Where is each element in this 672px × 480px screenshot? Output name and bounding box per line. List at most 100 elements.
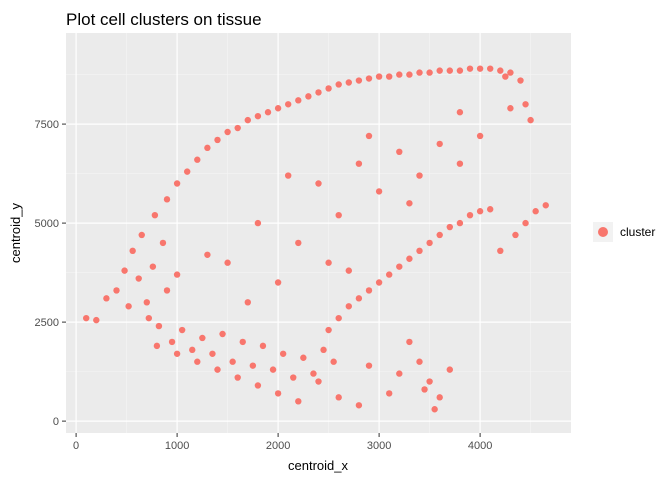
data-point: [254, 219, 262, 227]
data-point: [151, 211, 159, 219]
data-point: [269, 366, 277, 373]
data-point: [325, 259, 332, 266]
x-tick-label: 2000: [266, 440, 290, 452]
data-point: [194, 358, 201, 365]
data-point: [365, 362, 373, 369]
data-point: [446, 366, 453, 373]
data-point: [125, 303, 132, 310]
data-point: [345, 303, 352, 310]
data-point: [532, 208, 539, 215]
data-point: [330, 358, 337, 365]
data-point: [163, 287, 171, 294]
x-tick-label: 4000: [468, 440, 492, 452]
data-point: [416, 69, 423, 76]
data-point: [456, 219, 464, 227]
x-tick-label: 0: [73, 440, 79, 452]
data-point: [295, 97, 302, 104]
data-point: [274, 390, 282, 397]
legend: cluster: [593, 222, 655, 242]
data-point: [254, 382, 262, 389]
data-point: [244, 116, 251, 124]
data-point: [497, 67, 504, 74]
data-point: [103, 295, 110, 302]
data-point: [83, 314, 90, 322]
data-point: [426, 69, 433, 76]
data-point: [436, 231, 443, 239]
data-point: [315, 89, 322, 96]
data-point: [204, 144, 211, 152]
data-point: [396, 148, 403, 156]
data-point: [416, 172, 423, 179]
data-point: [375, 73, 383, 80]
data-point: [345, 267, 352, 274]
data-point: [325, 85, 332, 92]
data-point: [224, 259, 231, 266]
data-point: [189, 346, 196, 354]
data-point: [305, 93, 312, 100]
data-point: [431, 406, 438, 413]
data-point: [234, 374, 241, 381]
data-point: [527, 116, 534, 124]
data-point: [335, 211, 342, 219]
data-point: [249, 362, 257, 369]
data-point: [355, 295, 363, 302]
data-point: [295, 398, 302, 405]
data-point: [416, 247, 423, 255]
chart-title: Plot cell clusters on tissue: [66, 10, 262, 29]
data-point: [199, 334, 206, 342]
data-point: [295, 239, 302, 247]
data-point: [355, 402, 363, 409]
data-point: [335, 394, 342, 401]
data-point: [345, 79, 352, 86]
data-point: [135, 275, 142, 282]
data-point: [406, 338, 413, 346]
data-point: [254, 112, 262, 120]
data-point: [476, 132, 484, 140]
plot-panel: [66, 33, 571, 433]
y-tick-label: 5000: [35, 218, 59, 230]
data-point: [396, 370, 403, 377]
data-point: [285, 172, 292, 179]
data-point: [149, 263, 157, 270]
data-point: [522, 101, 529, 108]
data-point: [386, 390, 393, 397]
data-point: [406, 200, 413, 207]
data-point: [476, 208, 484, 215]
data-point: [426, 239, 433, 247]
data-point: [244, 299, 251, 306]
data-point: [436, 67, 443, 74]
data-point: [355, 160, 363, 167]
data-point: [184, 168, 191, 175]
data-point: [279, 350, 287, 357]
data-point: [476, 65, 484, 72]
y-tick-label: 0: [53, 416, 59, 428]
data-point: [315, 180, 322, 187]
data-point: [365, 287, 373, 294]
data-point: [285, 101, 292, 108]
data-point: [507, 69, 514, 76]
y-tick-label: 7500: [35, 119, 59, 131]
data-point: [320, 346, 327, 354]
data-point: [229, 358, 236, 365]
x-axis-title: centroid_x: [288, 458, 348, 473]
data-point: [173, 350, 181, 357]
data-point: [487, 206, 494, 213]
legend-key-symbol: [598, 227, 608, 237]
data-point: [365, 132, 373, 140]
data-point: [446, 223, 453, 231]
data-point: [163, 196, 171, 203]
data-point: [224, 128, 231, 136]
data-point: [219, 330, 226, 338]
data-points: [83, 65, 549, 413]
data-point: [355, 77, 363, 84]
data-point: [466, 211, 474, 219]
data-point: [466, 65, 474, 72]
data-point: [209, 350, 216, 357]
data-point: [416, 358, 423, 365]
data-point: [497, 247, 504, 255]
data-point: [335, 81, 342, 88]
data-point: [325, 326, 332, 334]
data-point: [386, 271, 393, 278]
data-point: [365, 75, 373, 82]
